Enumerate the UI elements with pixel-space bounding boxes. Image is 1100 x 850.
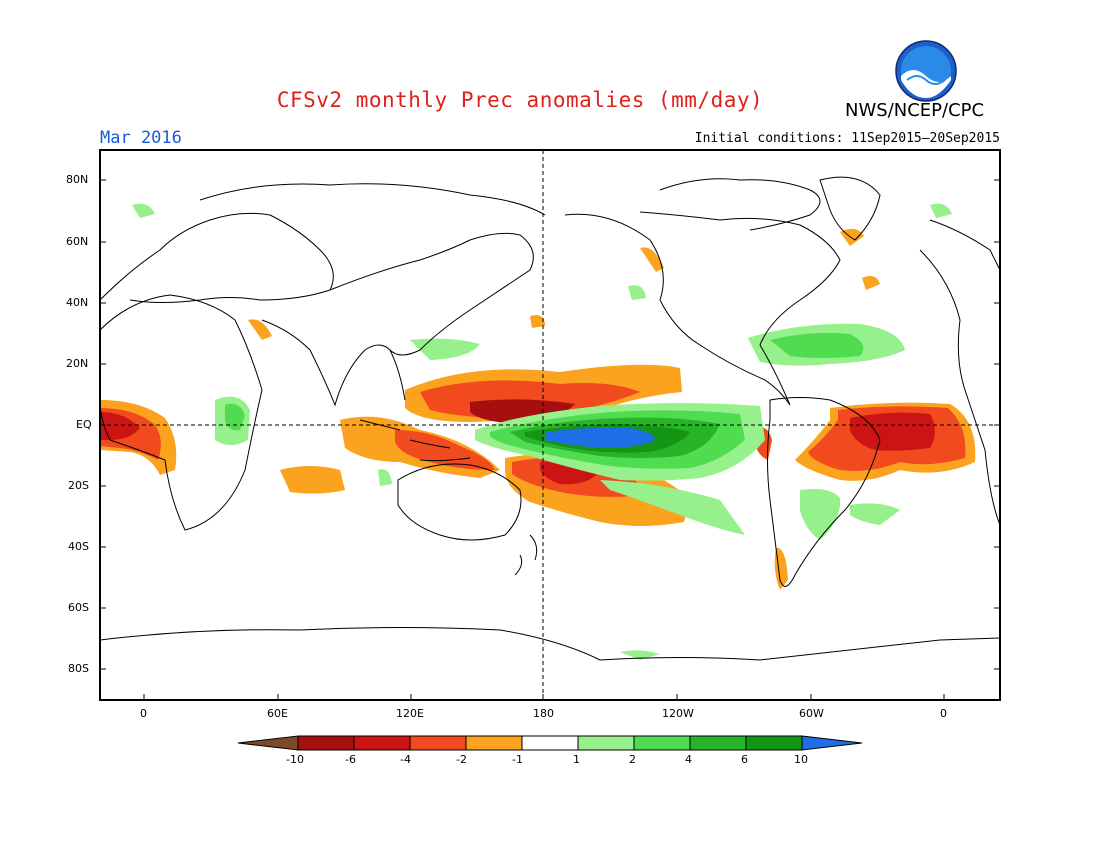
coast-arctic-canada [659, 178, 821, 231]
lat-label-40s: 40S [68, 540, 89, 553]
colorbar-tick-1: 1 [573, 753, 580, 766]
anomaly-gulf-mid [770, 332, 864, 358]
coast-africa [100, 294, 263, 531]
coast-north-america [564, 211, 841, 406]
anomaly-west-pacific-north-light [410, 338, 480, 360]
anomaly-indian-ocean-orange [280, 466, 345, 494]
colorbar-bin-1 [353, 735, 411, 751]
colorbar-bin-2 [409, 735, 467, 751]
colorbar-tick-2: 2 [629, 753, 636, 766]
colorbar-tick-neg6: -6 [345, 753, 356, 766]
coast-new-zealand [514, 534, 538, 576]
colorbar-tick-neg2: -2 [456, 753, 467, 766]
lon-label-60w: 60W [799, 707, 824, 720]
coast-arabia-india [261, 319, 406, 407]
coastlines [100, 176, 1000, 661]
anomaly-arctic-east-light [930, 203, 952, 218]
colorbar-bins [238, 735, 862, 751]
anomaly-south-atlantic-light [850, 503, 900, 525]
colorbar-tick-4: 4 [685, 753, 692, 766]
coast-europe [100, 212, 334, 303]
colorbar-bin-6 [633, 735, 691, 751]
anomaly-arctic-light [132, 203, 155, 218]
coast-asia [329, 232, 534, 356]
coast-greenland [819, 176, 881, 241]
coast-antarctica [100, 627, 1000, 661]
anomaly-indian-north-orange [248, 319, 272, 340]
coast-australia [397, 463, 522, 541]
lon-label-120w: 120W [662, 707, 694, 720]
coast-europe-east [919, 219, 1000, 526]
anomaly-layer [100, 203, 976, 660]
colorbar-bin-4 [521, 735, 579, 751]
colorbar-bin-3 [465, 735, 523, 751]
colorbar-tick-10: 10 [794, 753, 808, 766]
lon-label-60e: 60E [267, 707, 288, 720]
coast-asia-north [199, 183, 546, 216]
chart-title: CFSv2 monthly Prec anomalies (mm/day) [276, 88, 764, 112]
lon-label-120e: 120E [396, 707, 424, 720]
colorbar-arrow-above [801, 735, 862, 751]
anomaly-west-africa-darkred [100, 412, 140, 440]
coast-south-america [767, 397, 881, 587]
lat-label-20n: 20N [66, 357, 89, 370]
anomaly-eq-pacific-southern-light [600, 480, 745, 535]
colorbar-bin-0 [297, 735, 355, 751]
anomaly-canada-pacific-orange [640, 247, 664, 272]
noaa-logo [895, 40, 957, 102]
colorbar-bin-7 [689, 735, 747, 751]
anomaly-indian-south-light [378, 469, 392, 486]
colorbar [238, 735, 862, 751]
colorbar-tick-neg1: -1 [512, 753, 523, 766]
colorbar-tick-neg4: -4 [400, 753, 411, 766]
colorbar-tick-neg10: -10 [286, 753, 304, 766]
lat-label-80s: 80S [68, 662, 89, 675]
lat-ticks [100, 179, 1000, 670]
colorbar-bin-5 [577, 735, 635, 751]
anomaly-east-africa-mid [225, 403, 245, 431]
lon-label-0-left: 0 [140, 707, 147, 720]
lon-label-0-right: 0 [940, 707, 947, 720]
anomaly-north-atlantic-orange [862, 276, 880, 290]
lat-label-80n: 80N [66, 173, 89, 186]
lon-ticks [143, 694, 945, 700]
anomaly-north-pacific-light [628, 285, 646, 300]
lat-label-60s: 60S [68, 601, 89, 614]
anomaly-south-brazil-light [800, 489, 841, 540]
lat-label-20s: 20S [68, 479, 89, 492]
valid-month-label: Mar 2016 [100, 128, 182, 148]
anomaly-mid-pacific-north-orange [530, 315, 545, 328]
anomaly-patagonia-orange [774, 547, 788, 590]
initial-conditions-label: Initial conditions: 11Sep2015–20Sep2015 [694, 131, 1000, 146]
anomaly-maritime-red [395, 430, 495, 470]
anomaly-antarctic-light [620, 650, 660, 660]
colorbar-arrow-below [238, 735, 299, 751]
lat-label-60n: 60N [66, 235, 89, 248]
colorbar-bin-8 [745, 735, 803, 751]
anomaly-brazil-darkred [850, 412, 935, 451]
organization-label: NWS/NCEP/CPC [845, 100, 985, 121]
lon-label-180: 180 [533, 707, 554, 720]
lat-label-eq: EQ [76, 418, 92, 431]
colorbar-tick-6: 6 [741, 753, 748, 766]
anomaly-eq-pacific-blue [545, 427, 655, 448]
lat-label-40n: 40N [66, 296, 89, 309]
